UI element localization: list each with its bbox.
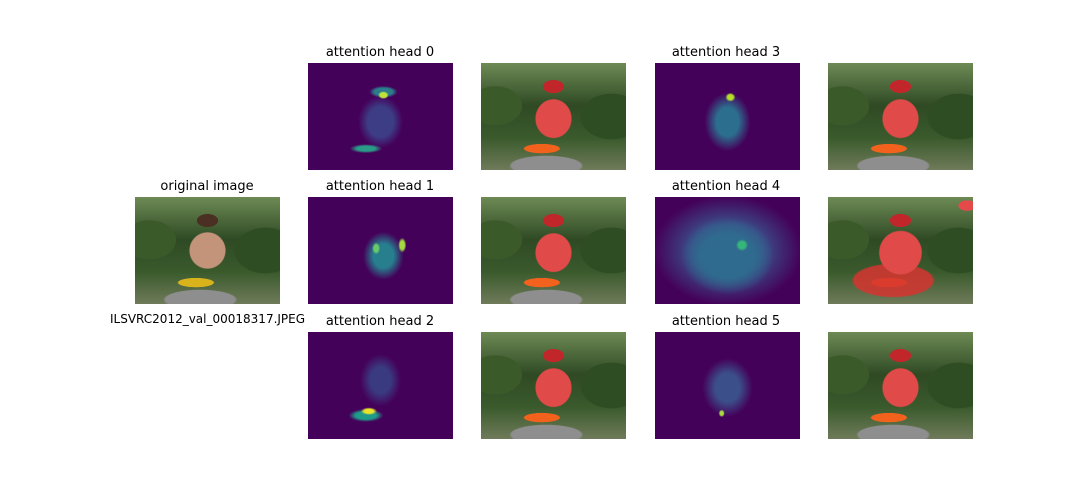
attention-head-0-overlay [481, 63, 626, 170]
attention-head-0-heatmap [308, 63, 453, 170]
original-image [135, 197, 280, 304]
attention-head-2-heatmap [308, 332, 453, 439]
attention-head-4-title: attention head 4 [671, 179, 781, 194]
attention-head-3-overlay [828, 63, 973, 170]
attention-head-2-title: attention head 2 [325, 314, 435, 329]
attention-head-5-heatmap [655, 332, 800, 439]
attention-head-1-title: attention head 1 [325, 179, 435, 194]
attention-head-2-overlay [481, 332, 626, 439]
image-filename-caption: ILSVRC2012_val_00018317.JPEG [110, 312, 306, 326]
original-image-title: original image [160, 179, 254, 194]
attention-head-5-overlay [828, 332, 973, 439]
attention-head-1-overlay [481, 197, 626, 304]
attention-head-1-heatmap [308, 197, 453, 304]
attention-head-4-overlay [828, 197, 973, 304]
attention-head-3-heatmap [655, 63, 800, 170]
attention-head-4-heatmap [655, 197, 800, 304]
attention-head-3-title: attention head 3 [671, 45, 781, 60]
attention-head-5-title: attention head 5 [671, 314, 781, 329]
attention-head-0-title: attention head 0 [325, 45, 435, 60]
